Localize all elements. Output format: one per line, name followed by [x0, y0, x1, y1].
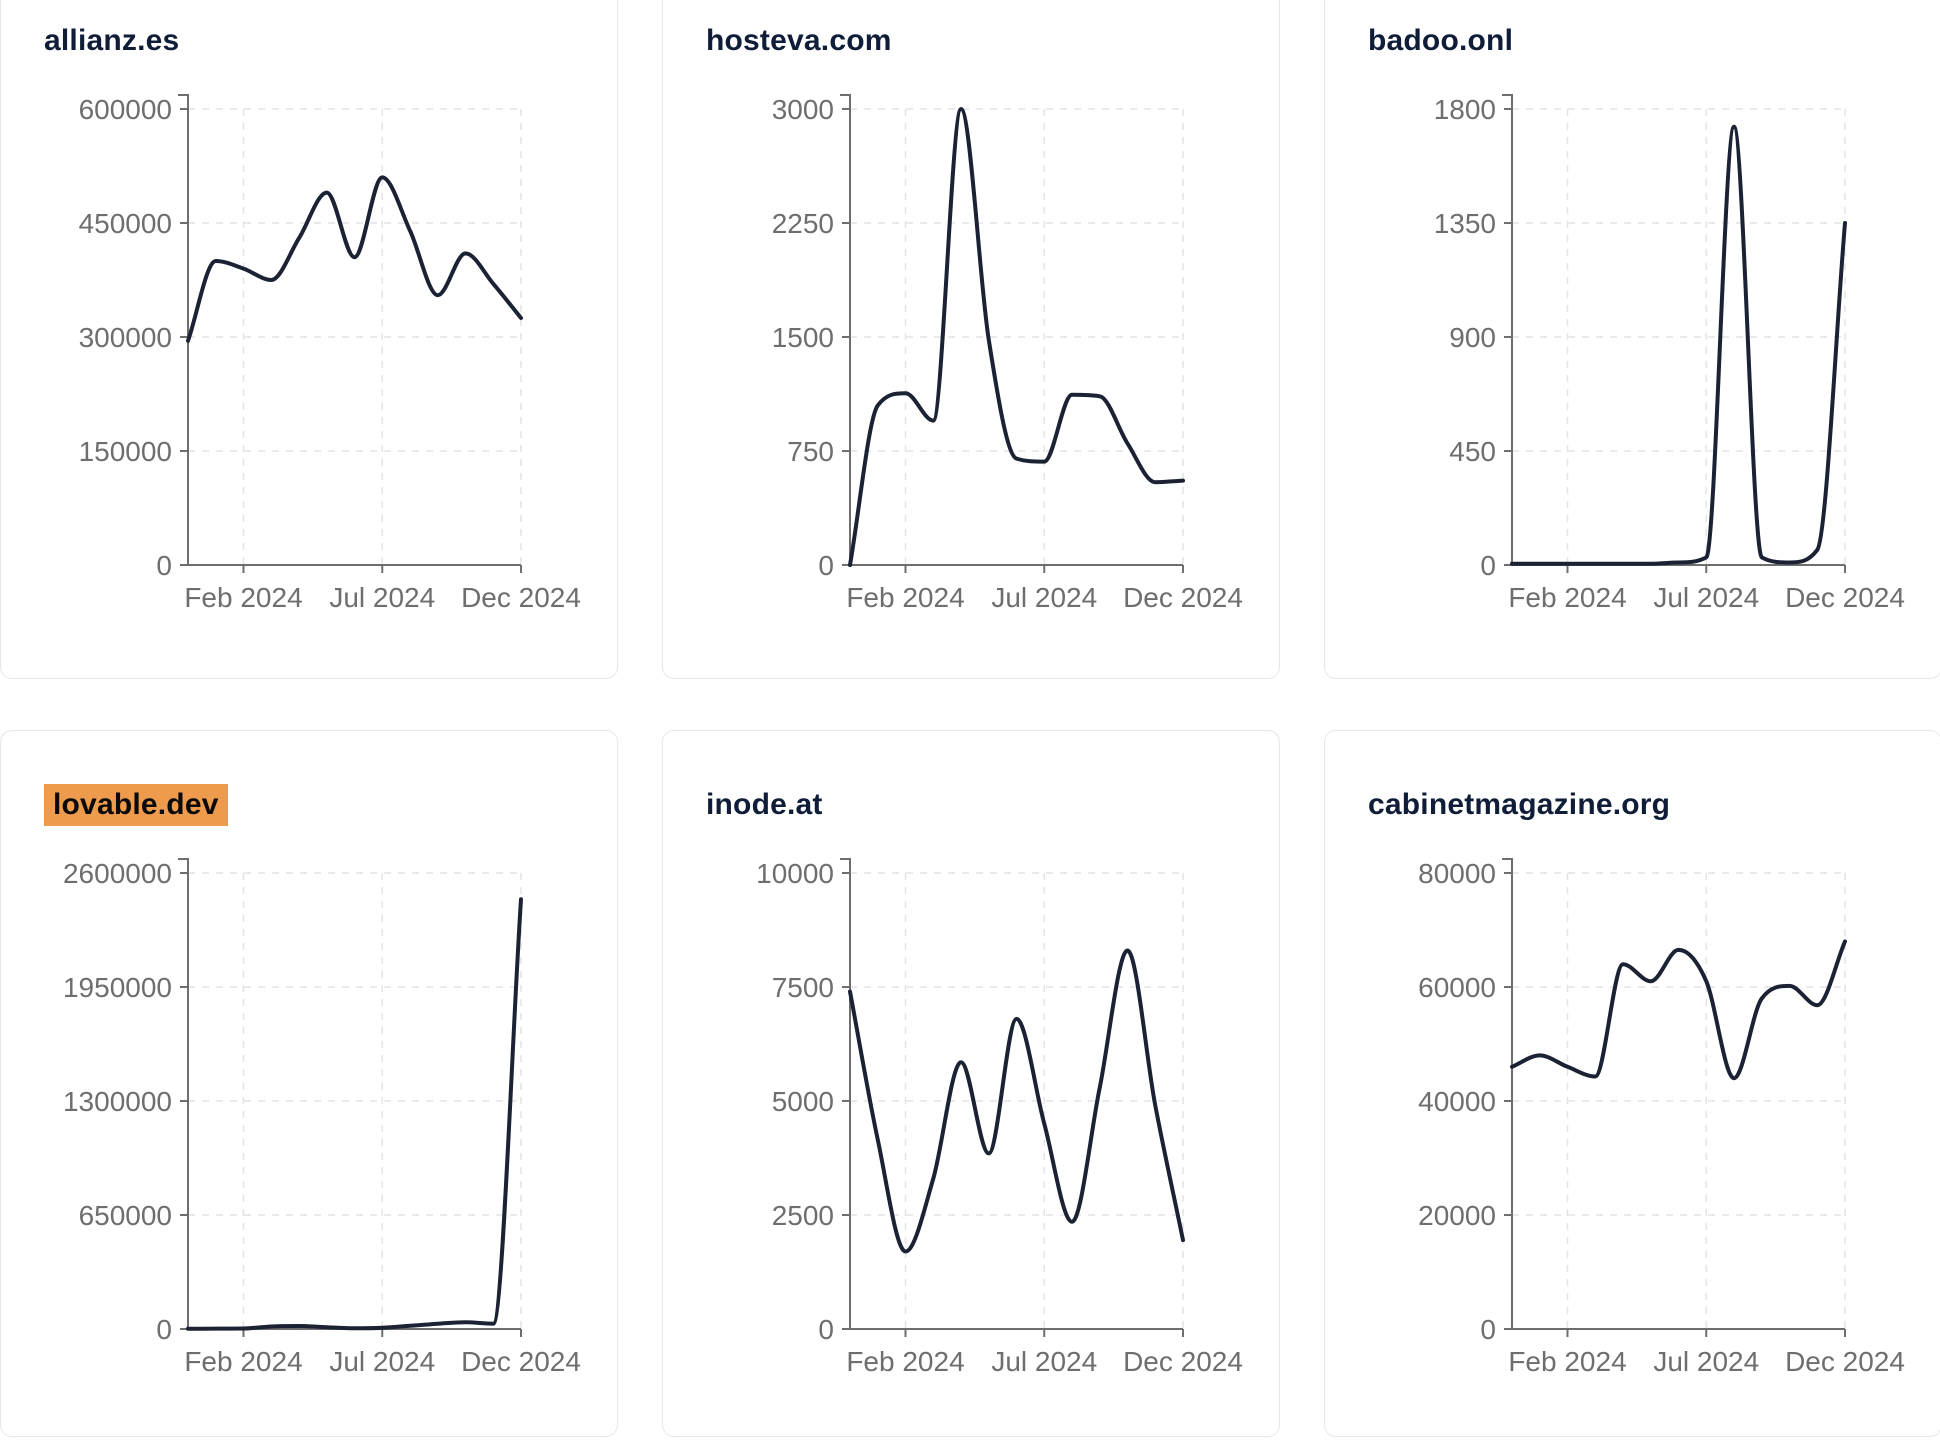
- x-tick-label: Jul 2024: [1653, 582, 1759, 613]
- series-line: [848, 948, 1185, 1254]
- x-tick-label: Jul 2024: [1653, 1346, 1759, 1377]
- y-tick-label: 1300000: [63, 1086, 172, 1117]
- series-line: [848, 107, 1185, 567]
- series-line: [1510, 939, 1847, 1081]
- series-line: [186, 897, 523, 1331]
- y-tick-label: 0: [818, 1314, 834, 1345]
- y-axis-line: [178, 94, 189, 565]
- chart-title-text-highlighted: lovable.dev: [44, 784, 228, 826]
- y-tick-label: 300000: [79, 322, 172, 353]
- y-axis-line: [1502, 858, 1513, 1329]
- x-tick-label: Dec 2024: [1123, 1346, 1243, 1377]
- y-tick-label: 650000: [79, 1200, 172, 1231]
- y-axis-line: [178, 858, 189, 1329]
- chart-card-hosteva-com[interactable]: hosteva.com 0 750 1500 2250 3000 Feb 2024 Jul …: [662, 0, 1280, 679]
- y-tick-label: 3000: [772, 94, 834, 125]
- y-axis-line: [840, 858, 851, 1329]
- chart-title: hosteva.com: [706, 20, 892, 62]
- y-tick-label: 10000: [756, 858, 834, 889]
- chart-card-lovable-dev[interactable]: lovable.dev 0 650000 1300000 1950000 2600000…: [0, 730, 618, 1437]
- chart-title: inode.at: [706, 784, 823, 826]
- x-tick-label: Feb 2024: [184, 1346, 302, 1377]
- y-tick-label: 0: [1480, 550, 1496, 581]
- y-tick-label: 1950000: [63, 972, 172, 1003]
- chart-card-inode-at[interactable]: inode.at 0 2500 5000 7500 10000 Feb 2024 Jul 2…: [662, 730, 1280, 1437]
- x-tick-label: Dec 2024: [1785, 582, 1905, 613]
- chart-title: lovable.dev: [44, 784, 228, 826]
- x-tick-label: Feb 2024: [184, 582, 302, 613]
- x-tick-label: Feb 2024: [1508, 1346, 1626, 1377]
- y-axis-line: [840, 94, 851, 565]
- y-tick-label: 20000: [1418, 1200, 1496, 1231]
- chart-card-allianz-es[interactable]: allianz.es 0 150000 300000 450000 600000 Feb …: [0, 0, 618, 679]
- line-chart: 0 650000 1300000 1950000 2600000 Feb 2024 Jul …: [63, 858, 581, 1377]
- y-tick-label: 0: [156, 1314, 172, 1345]
- y-tick-label: 750: [787, 436, 834, 467]
- y-tick-label: 150000: [79, 436, 172, 467]
- x-tick-label: Jul 2024: [991, 582, 1097, 613]
- chart-title-text: inode.at: [706, 788, 823, 821]
- x-tick-label: Dec 2024: [1785, 1346, 1905, 1377]
- y-tick-label: 40000: [1418, 1086, 1496, 1117]
- y-tick-label: 0: [1480, 1314, 1496, 1345]
- x-tick-label: Dec 2024: [461, 1346, 581, 1377]
- x-tick-label: Feb 2024: [846, 582, 964, 613]
- x-tick-label: Dec 2024: [1123, 582, 1243, 613]
- line-chart: 0 450 900 1350 1800 Feb 2024 Jul 2024 Dec 2024: [1434, 94, 1905, 613]
- y-tick-label: 80000: [1418, 858, 1496, 889]
- x-tick-label: Jul 2024: [991, 1346, 1097, 1377]
- x-tick-label: Feb 2024: [1508, 582, 1626, 613]
- series-line: [186, 175, 523, 343]
- y-tick-label: 5000: [772, 1086, 834, 1117]
- line-chart: 0 20000 40000 60000 80000 Feb 2024 Jul 2024 Dec…: [1418, 858, 1905, 1377]
- y-tick-label: 2600000: [63, 858, 172, 889]
- y-tick-label: 900: [1449, 322, 1496, 353]
- x-tick-label: Jul 2024: [329, 582, 435, 613]
- chart-title-text: hosteva.com: [706, 24, 892, 57]
- y-tick-label: 2250: [772, 208, 834, 239]
- y-tick-label: 450000: [79, 208, 172, 239]
- line-chart: 0 750 1500 2250 3000 Feb 2024 Jul 2024 Dec 2024: [772, 94, 1243, 613]
- y-tick-label: 600000: [79, 94, 172, 125]
- y-tick-label: 7500: [772, 972, 834, 1003]
- y-tick-label: 2500: [772, 1200, 834, 1231]
- y-tick-label: 450: [1449, 436, 1496, 467]
- chart-title-text: allianz.es: [44, 24, 180, 57]
- line-chart: 0 2500 5000 7500 10000 Feb 2024 Jul 2024 Dec 20…: [756, 858, 1243, 1377]
- chart-title-text: cabinetmagazine.org: [1368, 788, 1671, 821]
- chart-title: badoo.onl: [1368, 20, 1513, 62]
- chart-card-cabinetmagazine-org[interactable]: cabinetmagazine.org 0 20000 40000 60000 8000…: [1324, 730, 1940, 1437]
- line-chart: 0 150000 300000 450000 600000 Feb 2024 Jul 202…: [79, 94, 581, 613]
- y-tick-label: 0: [818, 550, 834, 581]
- x-tick-label: Jul 2024: [329, 1346, 435, 1377]
- chart-title: allianz.es: [44, 20, 179, 62]
- series-line: [1510, 124, 1847, 566]
- y-tick-label: 1800: [1434, 94, 1496, 125]
- y-tick-label: 0: [156, 550, 172, 581]
- x-tick-label: Feb 2024: [846, 1346, 964, 1377]
- x-tick-label: Dec 2024: [461, 582, 581, 613]
- y-tick-label: 60000: [1418, 972, 1496, 1003]
- chart-title-text: badoo.onl: [1368, 24, 1514, 57]
- y-axis-line: [1502, 94, 1513, 565]
- chart-title: cabinetmagazine.org: [1368, 784, 1670, 826]
- y-tick-label: 1500: [772, 322, 834, 353]
- y-tick-label: 1350: [1434, 208, 1496, 239]
- chart-card-badoo-onl[interactable]: badoo.onl 0 450 900 1350 1800 Feb 2024 Jul 202…: [1324, 0, 1940, 679]
